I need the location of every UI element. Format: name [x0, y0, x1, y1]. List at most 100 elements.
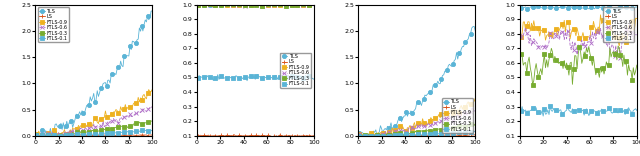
FTLS-0.1 [472, 131, 479, 133]
FTLS-0.6 [616, 57, 624, 59]
Line: FTLS-0.6: FTLS-0.6 [196, 2, 316, 8]
TLS [417, 101, 424, 103]
Line: TLS: TLS [357, 24, 477, 138]
FTLS-0.1 [630, 110, 637, 111]
FTLS-0.1 [356, 135, 364, 136]
FTLS-0.1 [140, 130, 148, 132]
FTLS-0.9 [544, 34, 552, 36]
FTLS-0.3 [541, 54, 548, 55]
FTLS-0.3 [578, 62, 586, 64]
FTLS-0.6 [463, 113, 471, 115]
FTLS-0.1 [356, 135, 364, 137]
FTLS-0.3 [545, 58, 553, 60]
FTLS-0.3 [144, 121, 152, 123]
FTLS-0.9 [34, 135, 42, 137]
FTLS-0.9 [364, 135, 371, 137]
LS [307, 134, 314, 136]
FTLS-0.1 [243, 80, 251, 82]
Line: LS: LS [519, 135, 639, 146]
Line: TLS: TLS [196, 2, 316, 8]
TLS [472, 30, 479, 32]
FTLS-0.3 [221, 4, 228, 6]
FTLS-0.9 [195, 5, 203, 7]
FTLS-0.1 [253, 74, 261, 76]
TLS [360, 135, 368, 137]
TLS [194, 3, 202, 5]
FTLS-0.6 [56, 134, 63, 136]
LS [575, 142, 583, 144]
LS [264, 134, 272, 136]
FTLS-0.3 [61, 134, 68, 136]
FTLS-0.1 [417, 134, 424, 135]
FTLS-0.6 [358, 135, 365, 137]
TLS [143, 21, 150, 23]
FTLS-0.1 [56, 135, 63, 137]
LS [103, 134, 111, 136]
TLS [266, 3, 273, 5]
FTLS-0.3 [517, 53, 525, 55]
TLS [426, 91, 433, 93]
TLS [148, 10, 156, 12]
LS [93, 135, 101, 137]
LS [579, 138, 587, 140]
LS [230, 134, 238, 136]
FTLS-0.1 [35, 135, 42, 137]
TLS [60, 122, 67, 124]
FTLS-0.9 [56, 134, 63, 136]
LS [145, 134, 152, 136]
LS [545, 138, 553, 140]
TLS [383, 125, 391, 127]
TLS [545, 8, 553, 10]
TLS [356, 132, 364, 134]
LS [194, 135, 202, 137]
FTLS-0.6 [630, 40, 637, 42]
FTLS-0.1 [33, 134, 40, 136]
FTLS-0.9 [148, 89, 156, 90]
TLS [216, 4, 224, 6]
FTLS-0.3 [147, 120, 155, 122]
FTLS-0.9 [379, 132, 387, 133]
FTLS-0.1 [383, 135, 391, 136]
Line: FTLS-0.3: FTLS-0.3 [519, 44, 639, 87]
FTLS-0.3 [33, 134, 40, 136]
LS [56, 135, 63, 137]
FTLS-0.1 [545, 114, 553, 116]
TLS [221, 4, 228, 6]
FTLS-0.6 [303, 5, 310, 6]
FTLS-0.3 [148, 120, 156, 122]
TLS [307, 3, 314, 5]
Line: FTLS-0.1: FTLS-0.1 [35, 128, 154, 138]
LS [221, 135, 228, 137]
FTLS-0.3 [462, 125, 470, 127]
FTLS-0.6 [633, 34, 640, 36]
TLS [92, 99, 100, 101]
TLS [33, 135, 40, 137]
FTLS-0.6 [468, 108, 476, 110]
FTLS-0.1 [61, 134, 68, 136]
TLS [588, 6, 595, 8]
FTLS-0.6 [103, 123, 111, 125]
FTLS-0.3 [465, 126, 473, 128]
FTLS-0.6 [626, 23, 634, 25]
FTLS-0.1 [303, 77, 310, 79]
FTLS-0.9 [463, 103, 471, 105]
FTLS-0.3 [472, 123, 479, 125]
Line: FTLS-0.3: FTLS-0.3 [35, 119, 154, 138]
LS [33, 135, 40, 136]
FTLS-0.6 [33, 134, 40, 136]
FTLS-0.1 [633, 110, 640, 111]
Line: LS: LS [357, 132, 477, 138]
TLS [541, 6, 548, 8]
FTLS-0.6 [34, 135, 42, 137]
LS [303, 134, 310, 136]
FTLS-0.9 [517, 36, 525, 38]
FTLS-0.6 [383, 133, 391, 135]
FTLS-0.1 [93, 133, 101, 135]
LS [541, 139, 548, 141]
FTLS-0.1 [216, 76, 224, 78]
FTLS-0.3 [356, 135, 364, 137]
FTLS-0.9 [626, 25, 634, 27]
FTLS-0.3 [415, 131, 423, 132]
FTLS-0.6 [266, 4, 273, 6]
TLS [262, 5, 269, 7]
